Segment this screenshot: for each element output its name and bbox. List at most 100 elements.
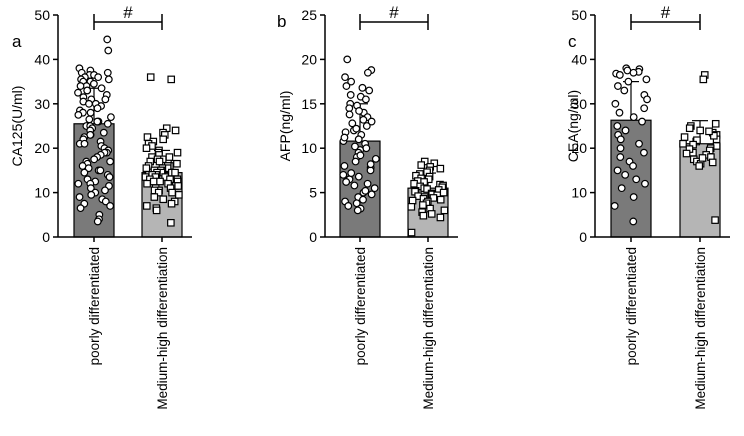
data-point	[680, 133, 689, 141]
significance-marker: #	[389, 3, 399, 22]
data-point	[614, 82, 622, 90]
data-point	[101, 95, 110, 104]
data-point	[698, 154, 707, 162]
y-tick-label: 30	[571, 96, 587, 112]
data-point	[94, 73, 103, 82]
data-point	[417, 161, 426, 169]
data-point	[436, 164, 445, 173]
data-point	[361, 186, 370, 195]
data-point	[365, 86, 374, 95]
data-point	[419, 211, 428, 220]
y-tick-label: 10	[571, 185, 587, 201]
data-point	[352, 124, 361, 133]
y-tick-label: 30	[34, 96, 50, 112]
data-point	[629, 68, 638, 77]
data-point	[173, 159, 181, 168]
data-point	[367, 117, 376, 126]
data-point	[682, 149, 691, 158]
x-tick-label: poorly differentiated	[87, 247, 102, 365]
data-point	[345, 104, 354, 113]
data-point	[629, 193, 638, 201]
data-point	[80, 168, 89, 177]
y-tick-label: 50	[571, 7, 587, 23]
data-point	[350, 181, 359, 190]
y-tick-label: 0	[579, 229, 587, 245]
data-point	[97, 84, 106, 93]
panel-a: a CA125(U/ml) poorly differentiated Medium-…	[9, 3, 192, 410]
data-point	[105, 173, 114, 181]
y-tick-label: 20	[571, 140, 587, 156]
data-point	[610, 202, 619, 210]
data-point	[175, 191, 183, 199]
data-point	[93, 104, 102, 113]
data-point	[440, 206, 449, 215]
data-point	[171, 168, 179, 177]
y-axis-label: AFP(ng/ml)	[277, 91, 293, 162]
data-point	[695, 162, 704, 170]
data-point	[343, 55, 352, 64]
data-point	[436, 195, 445, 204]
data-point	[159, 195, 168, 204]
data-point	[355, 107, 363, 115]
data-point	[371, 154, 380, 163]
data-point	[640, 104, 649, 113]
y-tick-label: 15	[301, 96, 317, 112]
data-point	[167, 199, 176, 208]
data-point	[615, 71, 624, 79]
data-point	[74, 110, 83, 119]
data-point	[613, 166, 622, 175]
data-point	[711, 216, 719, 224]
panel-b: b AFP(ng/ml) poorly differentiated Medium-h…	[277, 3, 458, 410]
data-point	[89, 79, 98, 88]
data-point	[340, 133, 349, 142]
data-point	[629, 162, 637, 170]
data-point	[638, 117, 646, 126]
y-tick-label: 0	[42, 229, 50, 245]
data-point	[168, 188, 176, 197]
data-point	[342, 178, 351, 186]
data-point	[427, 210, 436, 218]
data-point	[617, 184, 626, 193]
data-point	[85, 99, 93, 108]
data-point	[611, 99, 620, 108]
panel-label: a	[12, 32, 22, 51]
data-point	[104, 46, 113, 55]
data-point	[347, 169, 356, 177]
data-point	[367, 190, 376, 199]
y-axis-label: CEA(ng/ml)	[565, 90, 581, 162]
data-point	[344, 202, 353, 210]
data-point	[173, 148, 182, 157]
panel-c: c CEA(ng/ml) poorly differentiated Medium-h…	[565, 3, 730, 410]
significance-marker: #	[661, 3, 671, 22]
data-point	[629, 217, 638, 226]
data-point	[104, 75, 113, 84]
data-point	[353, 206, 362, 215]
data-point	[346, 91, 355, 99]
data-point	[167, 75, 176, 84]
significance-marker: #	[123, 3, 133, 22]
data-point	[106, 202, 115, 210]
data-point	[358, 83, 367, 92]
data-point	[685, 124, 694, 133]
data-point	[171, 126, 180, 135]
data-point	[149, 177, 158, 186]
data-point	[616, 144, 625, 153]
data-point	[152, 206, 161, 215]
data-point	[142, 144, 151, 153]
y-tick-label: 5	[309, 185, 317, 201]
data-point	[419, 201, 427, 209]
data-point	[75, 193, 84, 201]
x-tick-label: Medium-high differentiation	[693, 247, 708, 410]
data-point	[159, 135, 168, 144]
data-point	[624, 77, 633, 86]
data-point	[174, 182, 182, 190]
data-point	[99, 128, 108, 137]
data-point	[359, 115, 368, 124]
data-point	[640, 148, 648, 157]
data-point	[359, 195, 367, 204]
data-point	[146, 73, 155, 81]
data-point	[410, 179, 418, 188]
data-point	[351, 142, 359, 151]
data-point	[155, 157, 164, 166]
